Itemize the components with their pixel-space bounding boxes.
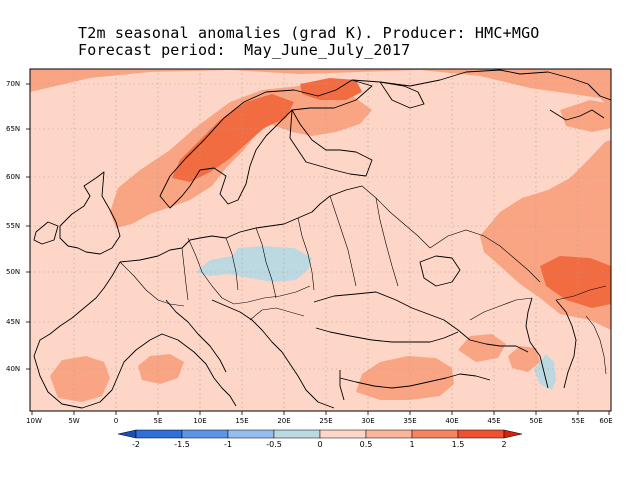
colorbar-label: 0.5 bbox=[360, 440, 373, 449]
colorbar-segment bbox=[227, 429, 275, 439]
lat-label: 60N bbox=[6, 173, 20, 181]
hot-region-norway bbox=[172, 94, 294, 182]
lat-label: 70N bbox=[6, 80, 20, 88]
coastlines bbox=[33, 69, 611, 409]
lon-label: 10E bbox=[193, 417, 206, 425]
lat-label: 50N bbox=[6, 268, 20, 276]
colorbar: -2 -1.5 -1 -0.5 0 0.5 1 1.5 2 bbox=[117, 429, 523, 449]
lon-label: 50E bbox=[529, 417, 542, 425]
lon-label: 10W bbox=[26, 417, 42, 425]
map-frame bbox=[29, 68, 612, 412]
lat-label: 55N bbox=[6, 222, 20, 230]
colorbar-segment bbox=[135, 429, 183, 439]
cool-region-caspian bbox=[534, 354, 556, 390]
warm-region-turkey bbox=[356, 356, 454, 400]
lon-label: 55E bbox=[571, 417, 584, 425]
lon-label: 35E bbox=[403, 417, 416, 425]
colorbar-label: 0 bbox=[317, 440, 322, 449]
warm-region-caucasus bbox=[458, 334, 506, 362]
colorbar-label: 1.5 bbox=[452, 440, 465, 449]
colorbar-segment bbox=[411, 429, 459, 439]
colorbar-segment bbox=[365, 429, 413, 439]
country-borders bbox=[119, 185, 607, 375]
map-title-line2: Forecast period: May_June_July_2017 bbox=[78, 41, 411, 59]
lon-label: 15E bbox=[235, 417, 248, 425]
colorbar-extend-high bbox=[503, 429, 523, 439]
lon-label: 30E bbox=[361, 417, 374, 425]
warm-region-caspian bbox=[508, 346, 540, 372]
lon-label: 40E bbox=[445, 417, 458, 425]
lon-label: 0 bbox=[114, 417, 118, 425]
colorbar-segment bbox=[273, 429, 321, 439]
lon-label: 20E bbox=[277, 417, 290, 425]
colorbar-segment bbox=[319, 429, 367, 439]
colorbar-extend-low bbox=[117, 429, 137, 439]
colorbar-label: -1 bbox=[224, 440, 232, 449]
colorbar-label: 2 bbox=[501, 440, 506, 449]
lon-label: 5W bbox=[68, 417, 79, 425]
anomaly-field bbox=[30, 69, 611, 411]
lat-label: 40N bbox=[6, 365, 20, 373]
lat-label: 65N bbox=[6, 125, 20, 133]
map-title-line1: T2m seasonal anomalies (grad K). Produce… bbox=[78, 24, 540, 42]
colorbar-label: 1 bbox=[409, 440, 414, 449]
warm-region-scandinavia bbox=[110, 86, 372, 228]
cool-region-poland bbox=[196, 246, 312, 282]
lon-label: 60E bbox=[599, 417, 612, 425]
colorbar-label: -1.5 bbox=[174, 440, 190, 449]
latitude-labels: 70N 65N 60N 55N 50N 45N 40N bbox=[6, 80, 20, 373]
longitude-labels: 10W 5W 0 5E 10E 15E 20E 25E 30E 35E 40E … bbox=[26, 417, 613, 425]
hot-region-east bbox=[540, 256, 611, 308]
warm-region-north-east bbox=[560, 100, 611, 132]
lat-label: 45N bbox=[6, 318, 20, 326]
lon-label: 25E bbox=[319, 417, 332, 425]
colorbar-label: -0.5 bbox=[266, 440, 282, 449]
warm-region-iberia bbox=[50, 356, 110, 402]
colorbar-segment bbox=[457, 429, 505, 439]
colorbar-label: -2 bbox=[132, 440, 140, 449]
colorbar-segment bbox=[181, 429, 229, 439]
lon-label: 45E bbox=[487, 417, 500, 425]
axis-ticks bbox=[26, 83, 610, 415]
lat-lon-grid bbox=[30, 69, 611, 411]
lon-label: 5E bbox=[154, 417, 163, 425]
